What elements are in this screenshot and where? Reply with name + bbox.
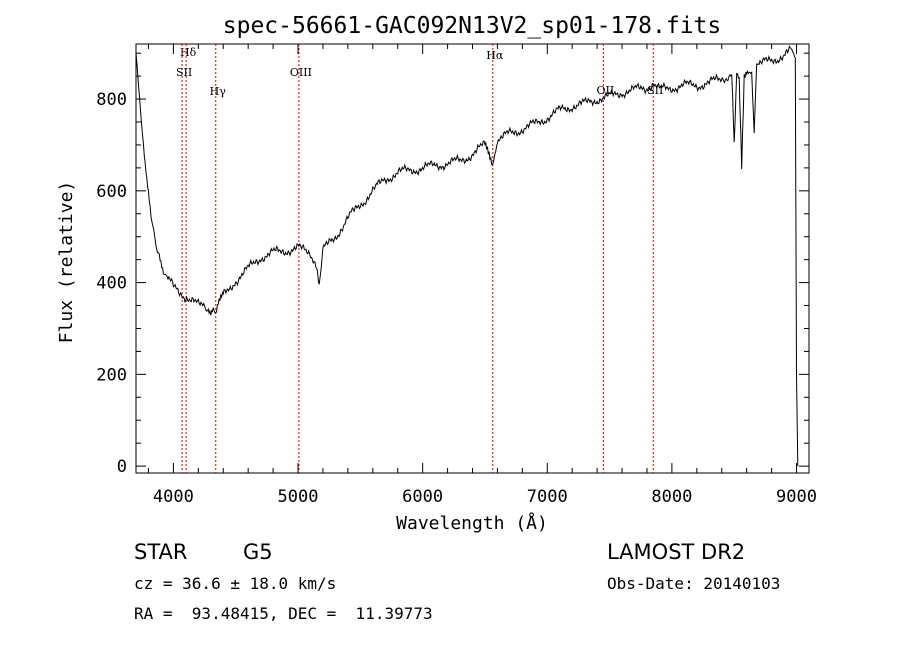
y-tick-label: 200 [96, 365, 127, 385]
x-tick-label: 9000 [776, 487, 817, 507]
spectral-line-label: SII [176, 66, 192, 79]
plot-area: 4000 5000 6000 7000 8000 9000 0 200 400 600 800 Hδ S… [96, 43, 817, 507]
redshift-velocity: cz = 36.6 ± 18.0 km/s [134, 574, 337, 593]
plot-frame [135, 43, 810, 474]
x-tick-label: 7000 [527, 487, 568, 507]
x-tick-label: 8000 [651, 487, 692, 507]
spectral-line-label: Hα [486, 49, 504, 62]
y-tick-label: 400 [96, 274, 127, 294]
y-tick-label: 800 [96, 90, 127, 110]
flux-spectrum-line [135, 45, 799, 467]
chart-title: spec-56661-GAC092N13V2_sp01-178.fits [223, 13, 722, 39]
y-tick-label: 600 [96, 182, 127, 202]
survey-name: LAMOST DR2 [607, 540, 746, 564]
object-type: STAR [134, 540, 188, 564]
sky-coordinates: RA = 93.48415, DEC = 11.39773 [134, 604, 433, 623]
x-tick-label: 5000 [278, 487, 319, 507]
spectral-line-label: Hγ [210, 85, 227, 98]
x-tick-label: 4000 [153, 487, 194, 507]
x-tick-label: 6000 [402, 487, 443, 507]
y-tick-label: 0 [117, 457, 127, 477]
x-axis-label: Wavelength (Å) [396, 512, 548, 534]
object-subclass: G5 [243, 540, 273, 564]
observation-date: Obs-Date: 20140103 [607, 574, 781, 593]
y-axis-label: Flux (relative) [56, 181, 77, 344]
spectral-line-label: Hδ [180, 46, 197, 59]
spectral-line-label: OIII [290, 66, 312, 79]
